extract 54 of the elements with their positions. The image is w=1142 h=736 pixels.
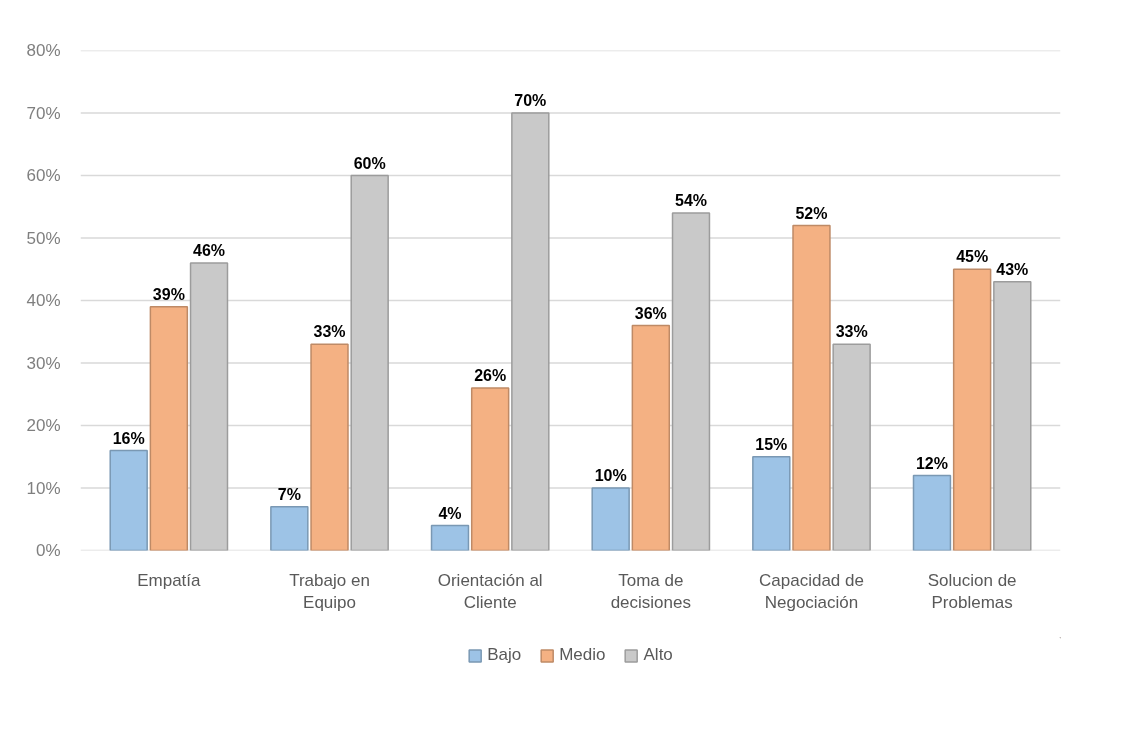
bar [952, 268, 992, 551]
data-label: 70% [514, 92, 547, 109]
data-label: 7% [277, 485, 301, 503]
bar [310, 343, 349, 551]
y-tick-label: 60% [26, 166, 61, 185]
bar [832, 343, 871, 551]
data-label: 15% [755, 435, 788, 453]
data-label: 43% [996, 260, 1029, 278]
bar [912, 474, 952, 551]
bar [270, 506, 309, 551]
bar [189, 262, 229, 551]
data-label: 26% [474, 367, 507, 384]
y-tick-label: 70% [26, 103, 61, 123]
y-tick-label: 0% [35, 541, 61, 560]
data-label: 16% [112, 429, 145, 447]
bar [149, 306, 189, 551]
bar [430, 524, 470, 551]
bar [591, 487, 630, 551]
bar [752, 456, 791, 551]
y-tick-label: 30% [26, 353, 61, 373]
x-tick-label: Orientación al Cliente [437, 570, 543, 613]
y-tick-label: 10% [26, 478, 61, 498]
data-label: 33% [835, 323, 868, 341]
data-label: 46% [193, 242, 226, 259]
data-label: 12% [915, 454, 948, 472]
data-label: 60% [353, 154, 386, 172]
data-label: 33% [313, 323, 346, 341]
data-label: 52% [795, 204, 828, 222]
legend-label: Alto [643, 645, 673, 665]
bar [993, 281, 1032, 551]
x-tick-label: Empatía [137, 570, 202, 590]
bar [792, 224, 831, 551]
data-label: 36% [634, 304, 667, 322]
x-tick-label: Toma de decisiones [610, 570, 691, 613]
data-label: 54% [674, 192, 708, 209]
bar [109, 449, 148, 551]
x-tick-label: Trabajo en Equipo [289, 570, 370, 613]
y-tick-label: 20% [26, 416, 61, 435]
y-tick-label: 80% [26, 41, 61, 60]
bar [671, 212, 711, 551]
bar [350, 174, 389, 551]
legend-label: Bajo [487, 645, 522, 665]
x-tick-label: Capacidad de Negociación [759, 570, 864, 613]
legend-label: Medio [559, 645, 606, 665]
bar [511, 112, 550, 551]
data-label: 4% [438, 504, 462, 522]
data-label: 45% [956, 248, 989, 266]
x-tick-label: Solucion de Problemas [927, 570, 1017, 613]
y-tick-label: 50% [26, 228, 61, 248]
data-label: 10% [594, 467, 627, 484]
bar [470, 387, 510, 551]
bar [631, 324, 671, 551]
y-tick-label: 40% [26, 291, 61, 310]
data-label: 39% [152, 285, 185, 303]
